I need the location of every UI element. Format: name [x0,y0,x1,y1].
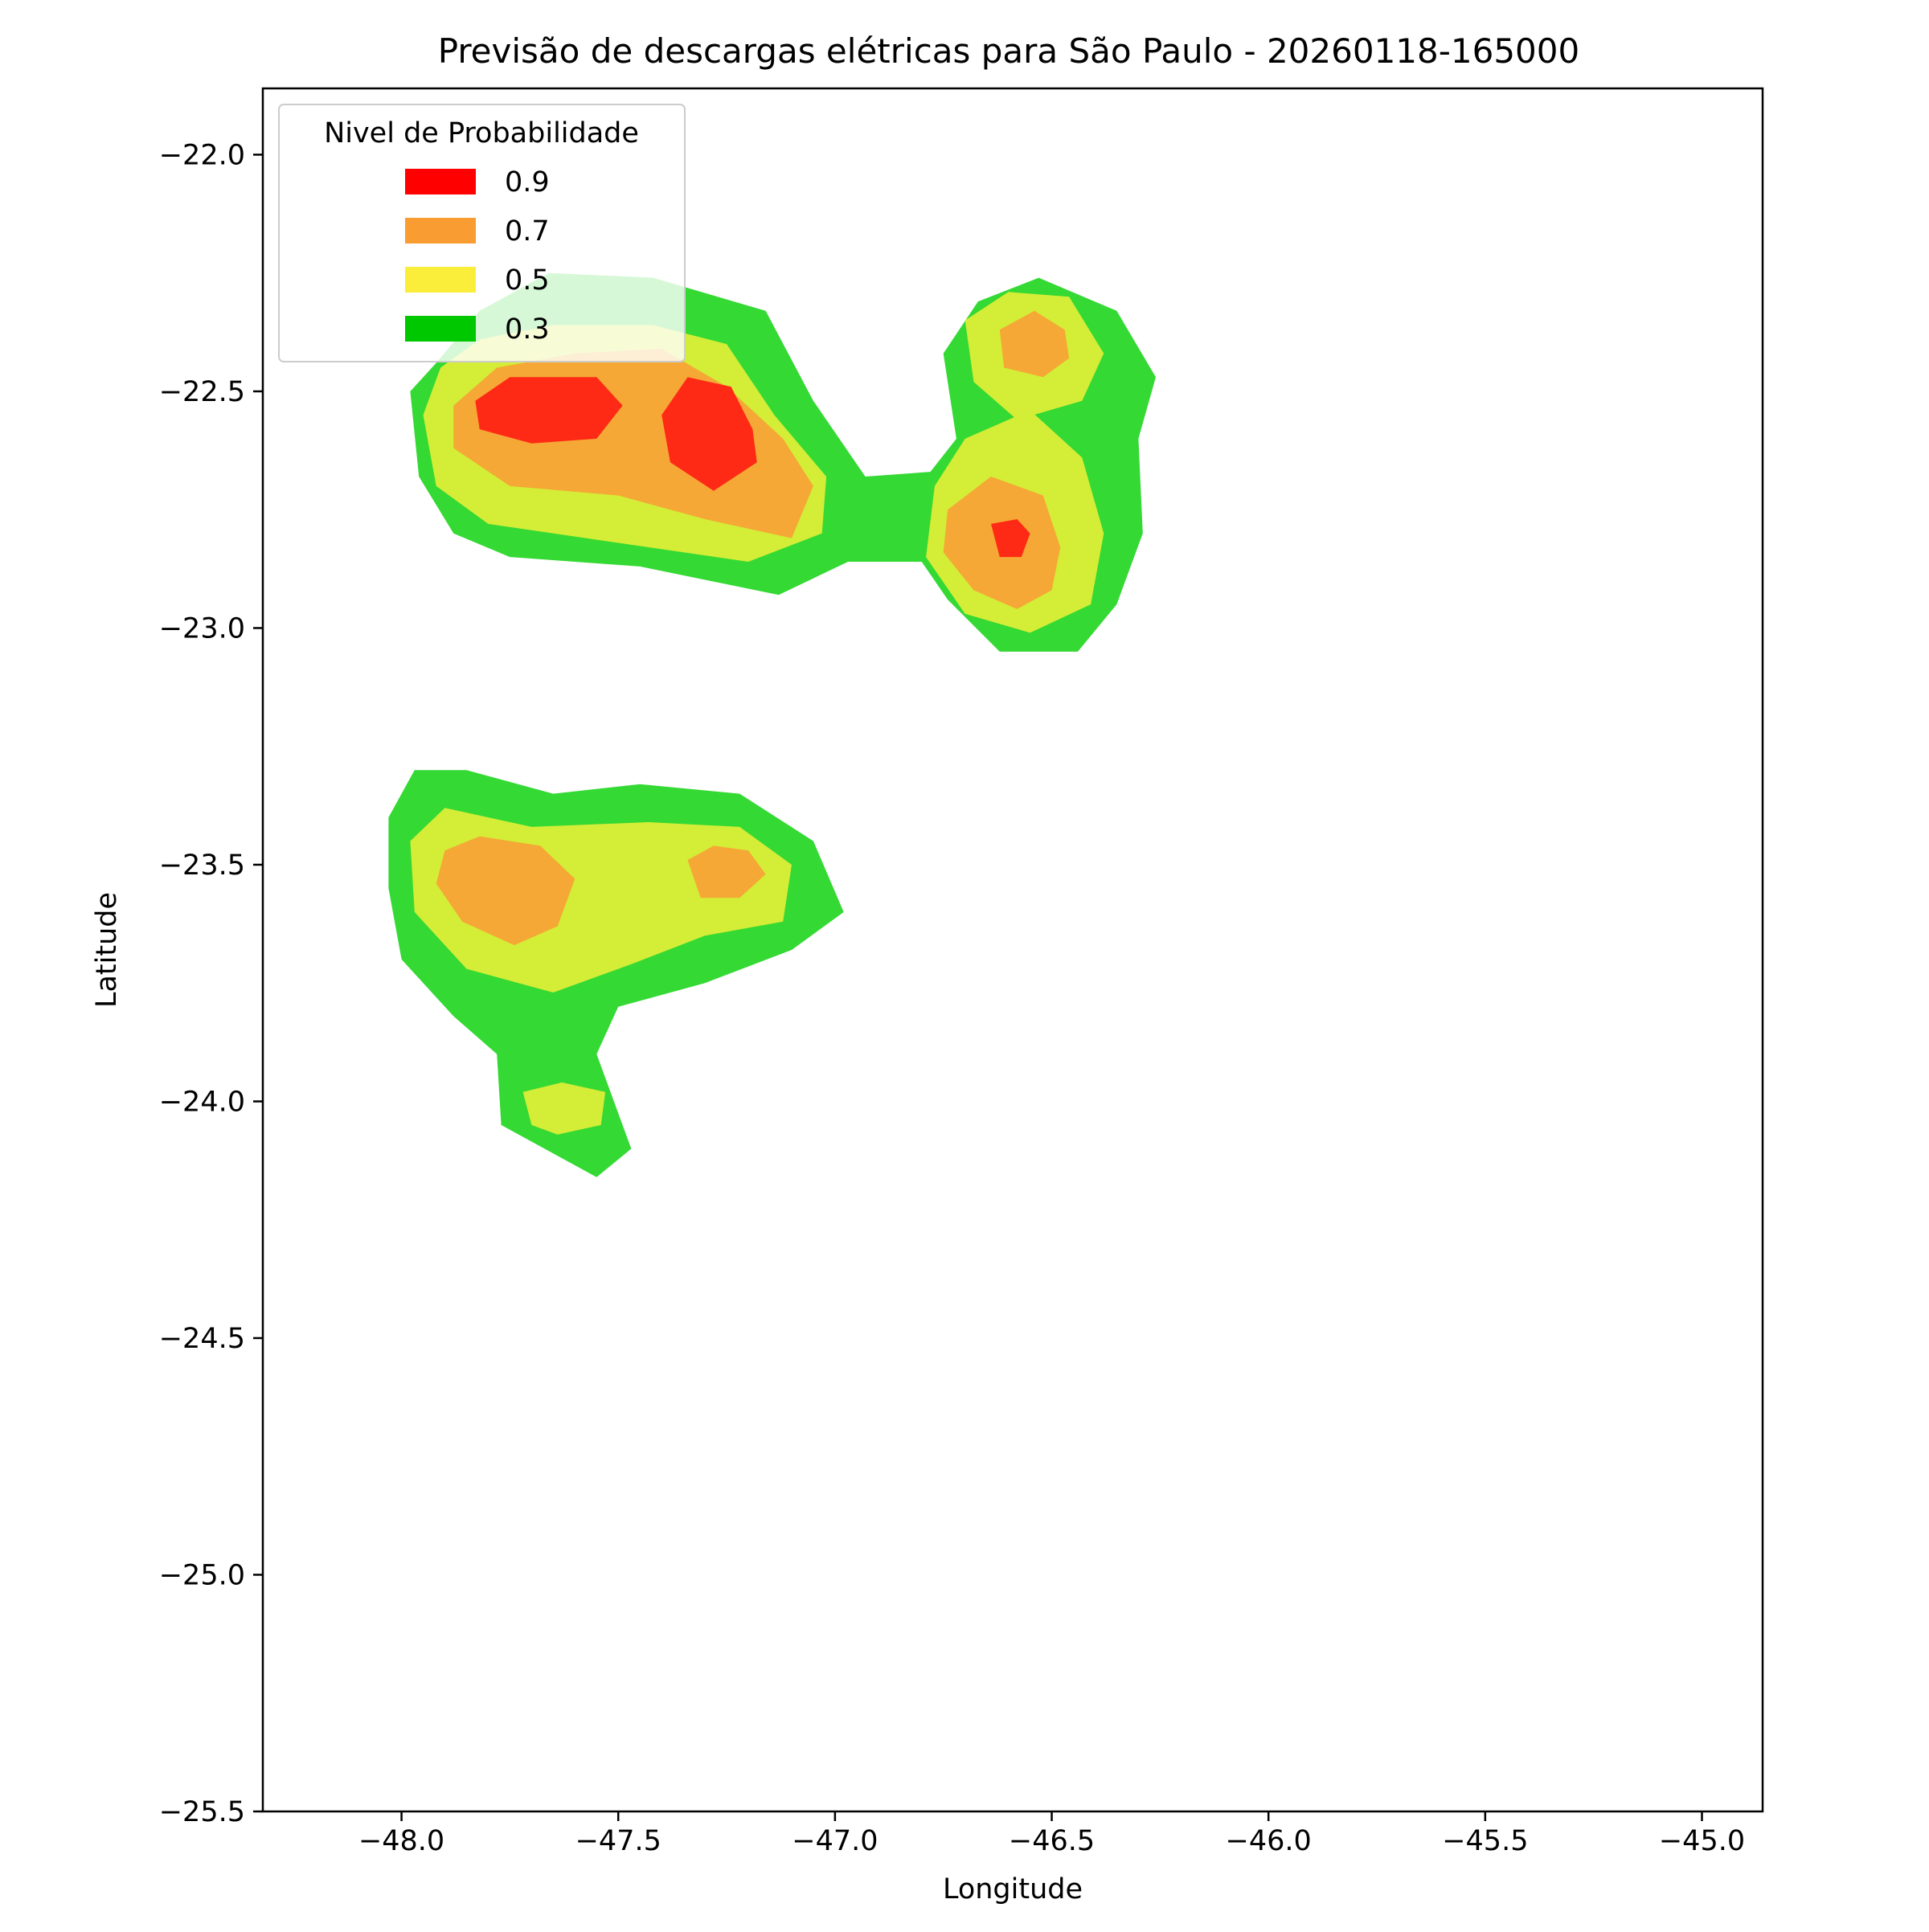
legend: Nivel de Probabilidade 0.9 0.7 0.5 0.3 [278,104,686,362]
y-tick-label: −23.5 [159,849,245,882]
x-tick-label: −46.5 [1009,1825,1095,1857]
x-tick-label: −47.5 [575,1825,661,1857]
contour-region-south-high-b [687,845,766,898]
y-tick-label: −25.5 [159,1796,245,1828]
y-tick-label: −25.0 [159,1559,245,1591]
legend-swatch [405,267,476,293]
legend-label: 0.9 [505,166,550,199]
legend-swatch [405,169,476,194]
legend-swatch [405,316,476,342]
legend-title: Nivel de Probabilidade [324,117,639,149]
x-tick-label: −45.0 [1659,1825,1745,1857]
plot-frame [261,87,1764,1813]
legend-label: 0.3 [505,313,550,346]
contour-region-north-east-top-high [999,310,1070,378]
contour-region-north-east-peak [991,519,1030,558]
contour-region-south-tail-mid [522,1082,606,1135]
y-tick-label: −23.0 [159,612,245,645]
x-tick-label: −45.5 [1442,1825,1528,1857]
y-tick-label: −22.0 [159,139,245,171]
y-axis: −22.0 −22.5 −23.0 −23.5 −24.0 −24.5 −25.0 −25.5 [159,139,263,1828]
x-tick-label: −47.0 [792,1825,878,1857]
chart-title: Previsão de descargas elétricas para São… [438,31,1579,71]
y-tick-label: −24.0 [159,1086,245,1118]
x-axis: −48.0 −47.5 −47.0 −46.5 −46.0 −45.5 −45.0 [358,1811,1745,1857]
x-axis-label: Longitude [943,1873,1083,1905]
x-tick-label: −46.0 [1226,1825,1312,1857]
legend-swatch [405,218,476,244]
y-tick-label: −24.5 [159,1323,245,1355]
y-axis-label: Latitude [91,892,123,1008]
y-tick-label: −22.5 [159,376,245,408]
contour-region-north-west-peak-a [475,377,623,444]
x-tick-label: −48.0 [358,1825,444,1857]
contour-region-south-high-a [436,836,575,946]
contour-regions [388,272,1156,1177]
legend-label: 0.5 [505,264,550,297]
legend-label: 0.7 [505,215,550,248]
contour-region-north-west-peak-b [661,377,757,491]
legend-box [278,104,686,362]
